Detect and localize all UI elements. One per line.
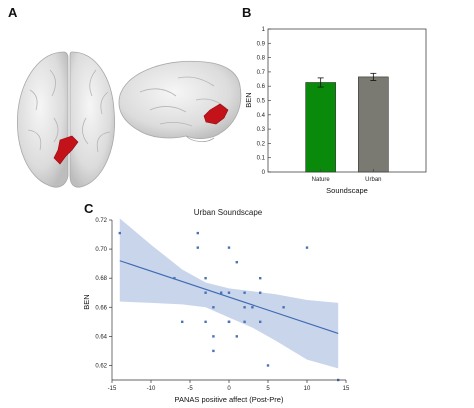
scatter-point — [227, 246, 231, 249]
scatter-point — [235, 260, 238, 264]
scatter-point — [181, 320, 184, 324]
scatter-y-tick-label: 0.72 — [95, 218, 107, 224]
bar-x-axis: Nature Urban — [312, 169, 382, 183]
scatter-point — [212, 335, 215, 338]
error-bar-urban — [370, 72, 377, 81]
scatter-y-axis-label: BEN — [82, 294, 91, 309]
scatter-y-tick-label: 0.66 — [95, 305, 107, 311]
bar-y-tick-label: 0.7 — [257, 70, 266, 76]
bar-series — [305, 72, 389, 173]
scatter-point — [212, 306, 215, 309]
scatter-point — [305, 246, 309, 249]
brain-region-top-view — [53, 135, 79, 165]
scatter-point — [212, 349, 215, 353]
scatter-x-tick-label: 15 — [343, 386, 350, 392]
bar-y-axis: 0 0.1 0.2 0.3 0.4 0.5 0.6 0.7 0.8 0.9 1 — [257, 27, 271, 176]
scatter-y-axis: 0.62 0.64 0.66 0.68 0.70 0.72 — [95, 218, 112, 369]
scatter-y-tick-label: 0.70 — [95, 247, 107, 253]
bar-y-tick-label: 0 — [262, 170, 266, 176]
scatter-x-axis-label: PANAS positive affect (Post-Pre) — [175, 395, 284, 404]
scatter-point — [266, 364, 270, 367]
scatter-point — [227, 291, 231, 294]
scatter-x-tick-label: -15 — [108, 386, 117, 392]
scatter-x-tick-label: 5 — [266, 386, 270, 392]
regression-line — [119, 260, 339, 334]
scatter-point — [259, 276, 262, 280]
scatter-y-tick-label: 0.68 — [95, 276, 107, 282]
scatter-point — [220, 291, 223, 294]
scatter-x-axis: -15 -10 -5 0 5 10 15 — [108, 380, 350, 392]
scatter-point — [118, 231, 121, 235]
scatter-point — [204, 320, 207, 324]
error-bar-nature — [317, 77, 324, 88]
bar-y-tick-label: 0.9 — [257, 41, 266, 47]
brain-top-view — [16, 51, 116, 188]
scatter-point — [227, 320, 231, 324]
panel-label-b: B — [242, 5, 252, 20]
scatter-point — [282, 306, 285, 309]
scatter-point — [243, 320, 246, 324]
scatter-x-tick-label: -10 — [147, 386, 156, 392]
brain-region-side-view — [203, 103, 229, 125]
bar-y-tick-label: 1 — [262, 27, 266, 33]
scatter-point — [204, 291, 207, 294]
scatter-y-tick-label: 0.62 — [95, 363, 107, 369]
bar-y-tick-label: 0.2 — [257, 141, 266, 147]
bar-x-axis-label: Soundscape — [326, 186, 368, 195]
scatter-point — [196, 246, 199, 249]
panel-label-c: C — [84, 201, 94, 216]
scatter-point — [173, 276, 176, 280]
bar-y-tick-label: 0.6 — [257, 84, 266, 90]
scatter-x-tick-label: 0 — [227, 386, 231, 392]
scatter-point — [243, 306, 246, 309]
scatter-point — [259, 320, 262, 324]
bar-y-tick-label: 0.1 — [257, 156, 266, 162]
scatter-point — [243, 291, 246, 294]
bar-category-label: Nature — [312, 177, 331, 183]
bar-y-tick-label: 0.5 — [257, 99, 266, 105]
scatter-point — [251, 306, 254, 309]
bar-urban — [358, 76, 389, 173]
bar-y-tick-label: 0.4 — [257, 113, 266, 119]
scatter-x-tick-label: -5 — [187, 386, 193, 392]
scatter-point — [259, 291, 262, 294]
scatter-title: Urban Soundscape — [194, 208, 263, 217]
scatter-point — [196, 231, 199, 235]
bar-y-tick-label: 0.3 — [257, 127, 266, 133]
bar-category-label: Urban — [365, 177, 381, 183]
scatter-y-tick-label: 0.64 — [95, 334, 107, 340]
scatter-x-tick-label: 10 — [304, 386, 311, 392]
panel-label-a: A — [8, 5, 18, 20]
bar-y-tick-label: 0.8 — [257, 56, 266, 62]
scatter-point — [204, 276, 207, 280]
bar-y-axis-label: BEN — [244, 92, 253, 107]
scatter-point — [235, 335, 238, 338]
